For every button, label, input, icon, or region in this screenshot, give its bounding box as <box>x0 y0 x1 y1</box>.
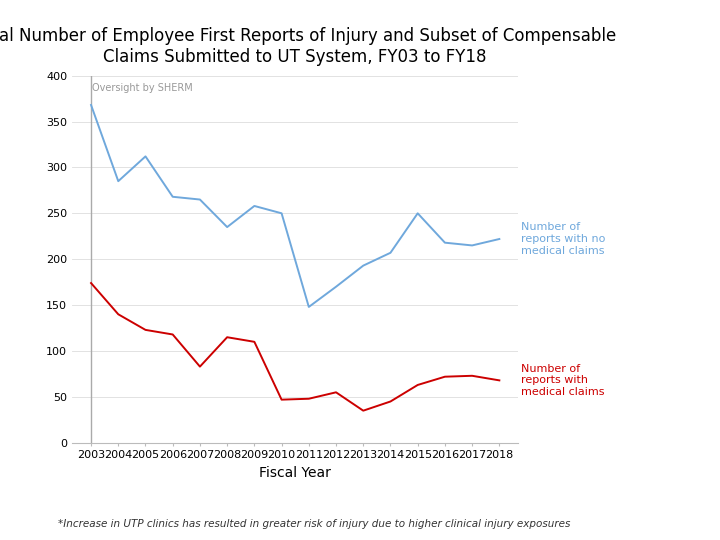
Text: Number of
reports with
medical claims: Number of reports with medical claims <box>521 364 605 397</box>
Text: *Increase in UTP clinics has resulted in greater risk of injury due to higher cl: *Increase in UTP clinics has resulted in… <box>58 519 570 529</box>
Text: Oversight by SHERM: Oversight by SHERM <box>92 83 193 93</box>
Text: Number of
reports with no
medical claims: Number of reports with no medical claims <box>521 222 606 255</box>
Title: Total Number of Employee First Reports of Injury and Subset of Compensable
Claim: Total Number of Employee First Reports o… <box>0 27 616 66</box>
X-axis label: Fiscal Year: Fiscal Year <box>259 466 331 480</box>
